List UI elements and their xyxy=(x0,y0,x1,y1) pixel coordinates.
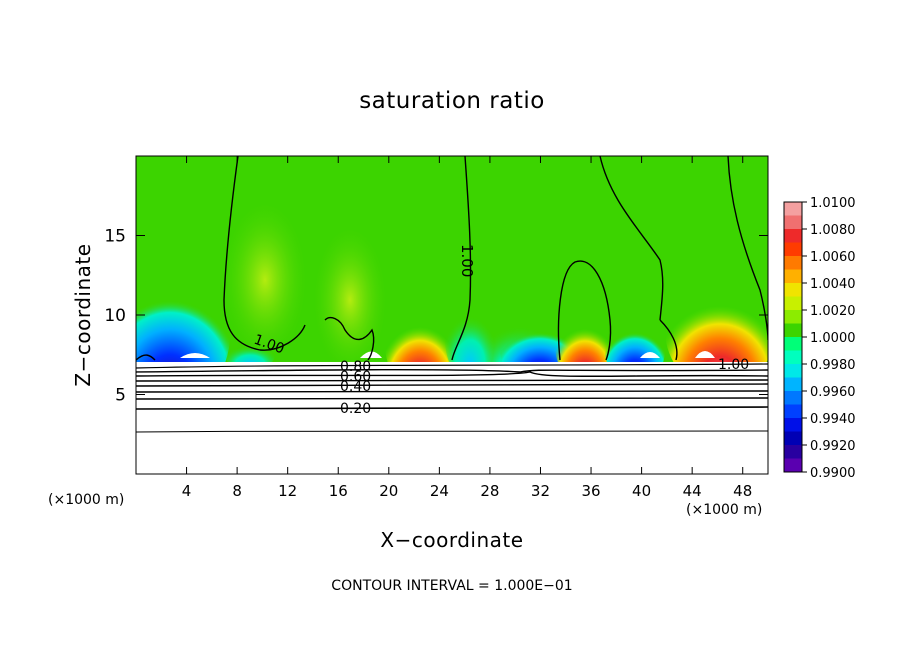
colorbar-tick-label: 1.0080 xyxy=(810,223,856,238)
x-tick-label: 44 xyxy=(683,482,702,500)
colorbar-tick-label: 0.9900 xyxy=(810,466,856,481)
colorbar-swatch xyxy=(784,283,802,297)
x-tick-label: 36 xyxy=(581,482,600,500)
x-tick-label: 20 xyxy=(379,482,398,500)
contour-lines xyxy=(136,156,768,433)
colorbar-swatch xyxy=(784,215,802,230)
colorbar-tick-label: 1.0040 xyxy=(810,277,856,292)
x-unit-label-left: (×1000 m) xyxy=(48,492,125,508)
x-tick-label: 4 xyxy=(182,482,192,500)
colorbar-swatch xyxy=(784,431,802,446)
colorbar-swatch xyxy=(784,269,802,284)
contour-label-2: 1.00 xyxy=(458,244,476,277)
x-tick-label: 48 xyxy=(733,482,752,500)
colorbar-swatch xyxy=(784,323,802,338)
colorbar-swatch xyxy=(784,377,802,392)
colorbar-swatch xyxy=(784,229,802,243)
heatmap-field xyxy=(136,156,768,474)
colorbar-tick-label: 1.0000 xyxy=(810,331,856,346)
colorbar-swatch xyxy=(784,418,802,432)
contour-interval-note: CONTOUR INTERVAL = 1.000E−01 xyxy=(331,578,573,594)
y-tick-label: 10 xyxy=(104,306,126,326)
x-tick-label: 32 xyxy=(531,482,550,500)
colorbar-swatch xyxy=(784,296,802,311)
colorbar-tick-label: 1.0100 xyxy=(810,196,856,211)
colorbar-swatch xyxy=(784,364,802,378)
x-tick-label: 28 xyxy=(480,482,499,500)
x-unit-label-right: (×1000 m) xyxy=(686,502,763,518)
colorbar-swatch xyxy=(784,391,802,405)
x-tick-label: 16 xyxy=(329,482,348,500)
colorbar-swatch xyxy=(784,404,802,419)
colorbar-swatch xyxy=(784,350,802,365)
colorbar-swatch xyxy=(784,458,802,473)
x-tick-label: 8 xyxy=(232,482,242,500)
y-axis: 5 10 15 xyxy=(104,227,768,406)
colorbar-tick-label: 0.9920 xyxy=(810,439,856,454)
x-axis-label: X−coordinate xyxy=(380,528,524,552)
x-tick-label: 12 xyxy=(278,482,297,500)
colorbar-swatch xyxy=(784,337,802,351)
x-tick-label: 40 xyxy=(632,482,651,500)
y-axis-label: Z−coordinate xyxy=(71,243,95,386)
y-tick-label: 15 xyxy=(104,227,126,247)
colorbar-swatch xyxy=(784,242,802,257)
colorbar-tick-label: 0.9940 xyxy=(810,412,856,427)
contour-label-4: 0.80 xyxy=(340,359,371,375)
chart-title: saturation ratio xyxy=(359,88,545,114)
colorbar-tick-label: 0.9980 xyxy=(810,358,856,373)
colorbar: 1.0100 1.0080 1.0060 1.0040 1.0020 1.0000 0.99… xyxy=(783,196,856,481)
y-tick-label: 5 xyxy=(115,386,126,406)
colorbar-tick-label: 1.0020 xyxy=(810,304,856,319)
contour-label-5: 0.60 xyxy=(340,369,371,385)
colorbar-tick-label: 0.9960 xyxy=(810,385,856,400)
colorbar-tick-label: 1.0060 xyxy=(810,250,856,265)
x-axis: 4 8 12 16 20 24 28 32 36 40 44 48 xyxy=(182,156,752,500)
contour-label-7: 0.20 xyxy=(340,401,371,417)
contour-label-6: 0.40 xyxy=(340,379,371,395)
colorbar-swatch xyxy=(784,445,802,459)
colorbar-swatch xyxy=(784,202,802,216)
x-tick-label: 24 xyxy=(430,482,449,500)
contour-label-3: 1.00 xyxy=(718,357,749,373)
colorbar-swatch xyxy=(784,256,802,270)
colorbar-swatch xyxy=(784,310,802,324)
